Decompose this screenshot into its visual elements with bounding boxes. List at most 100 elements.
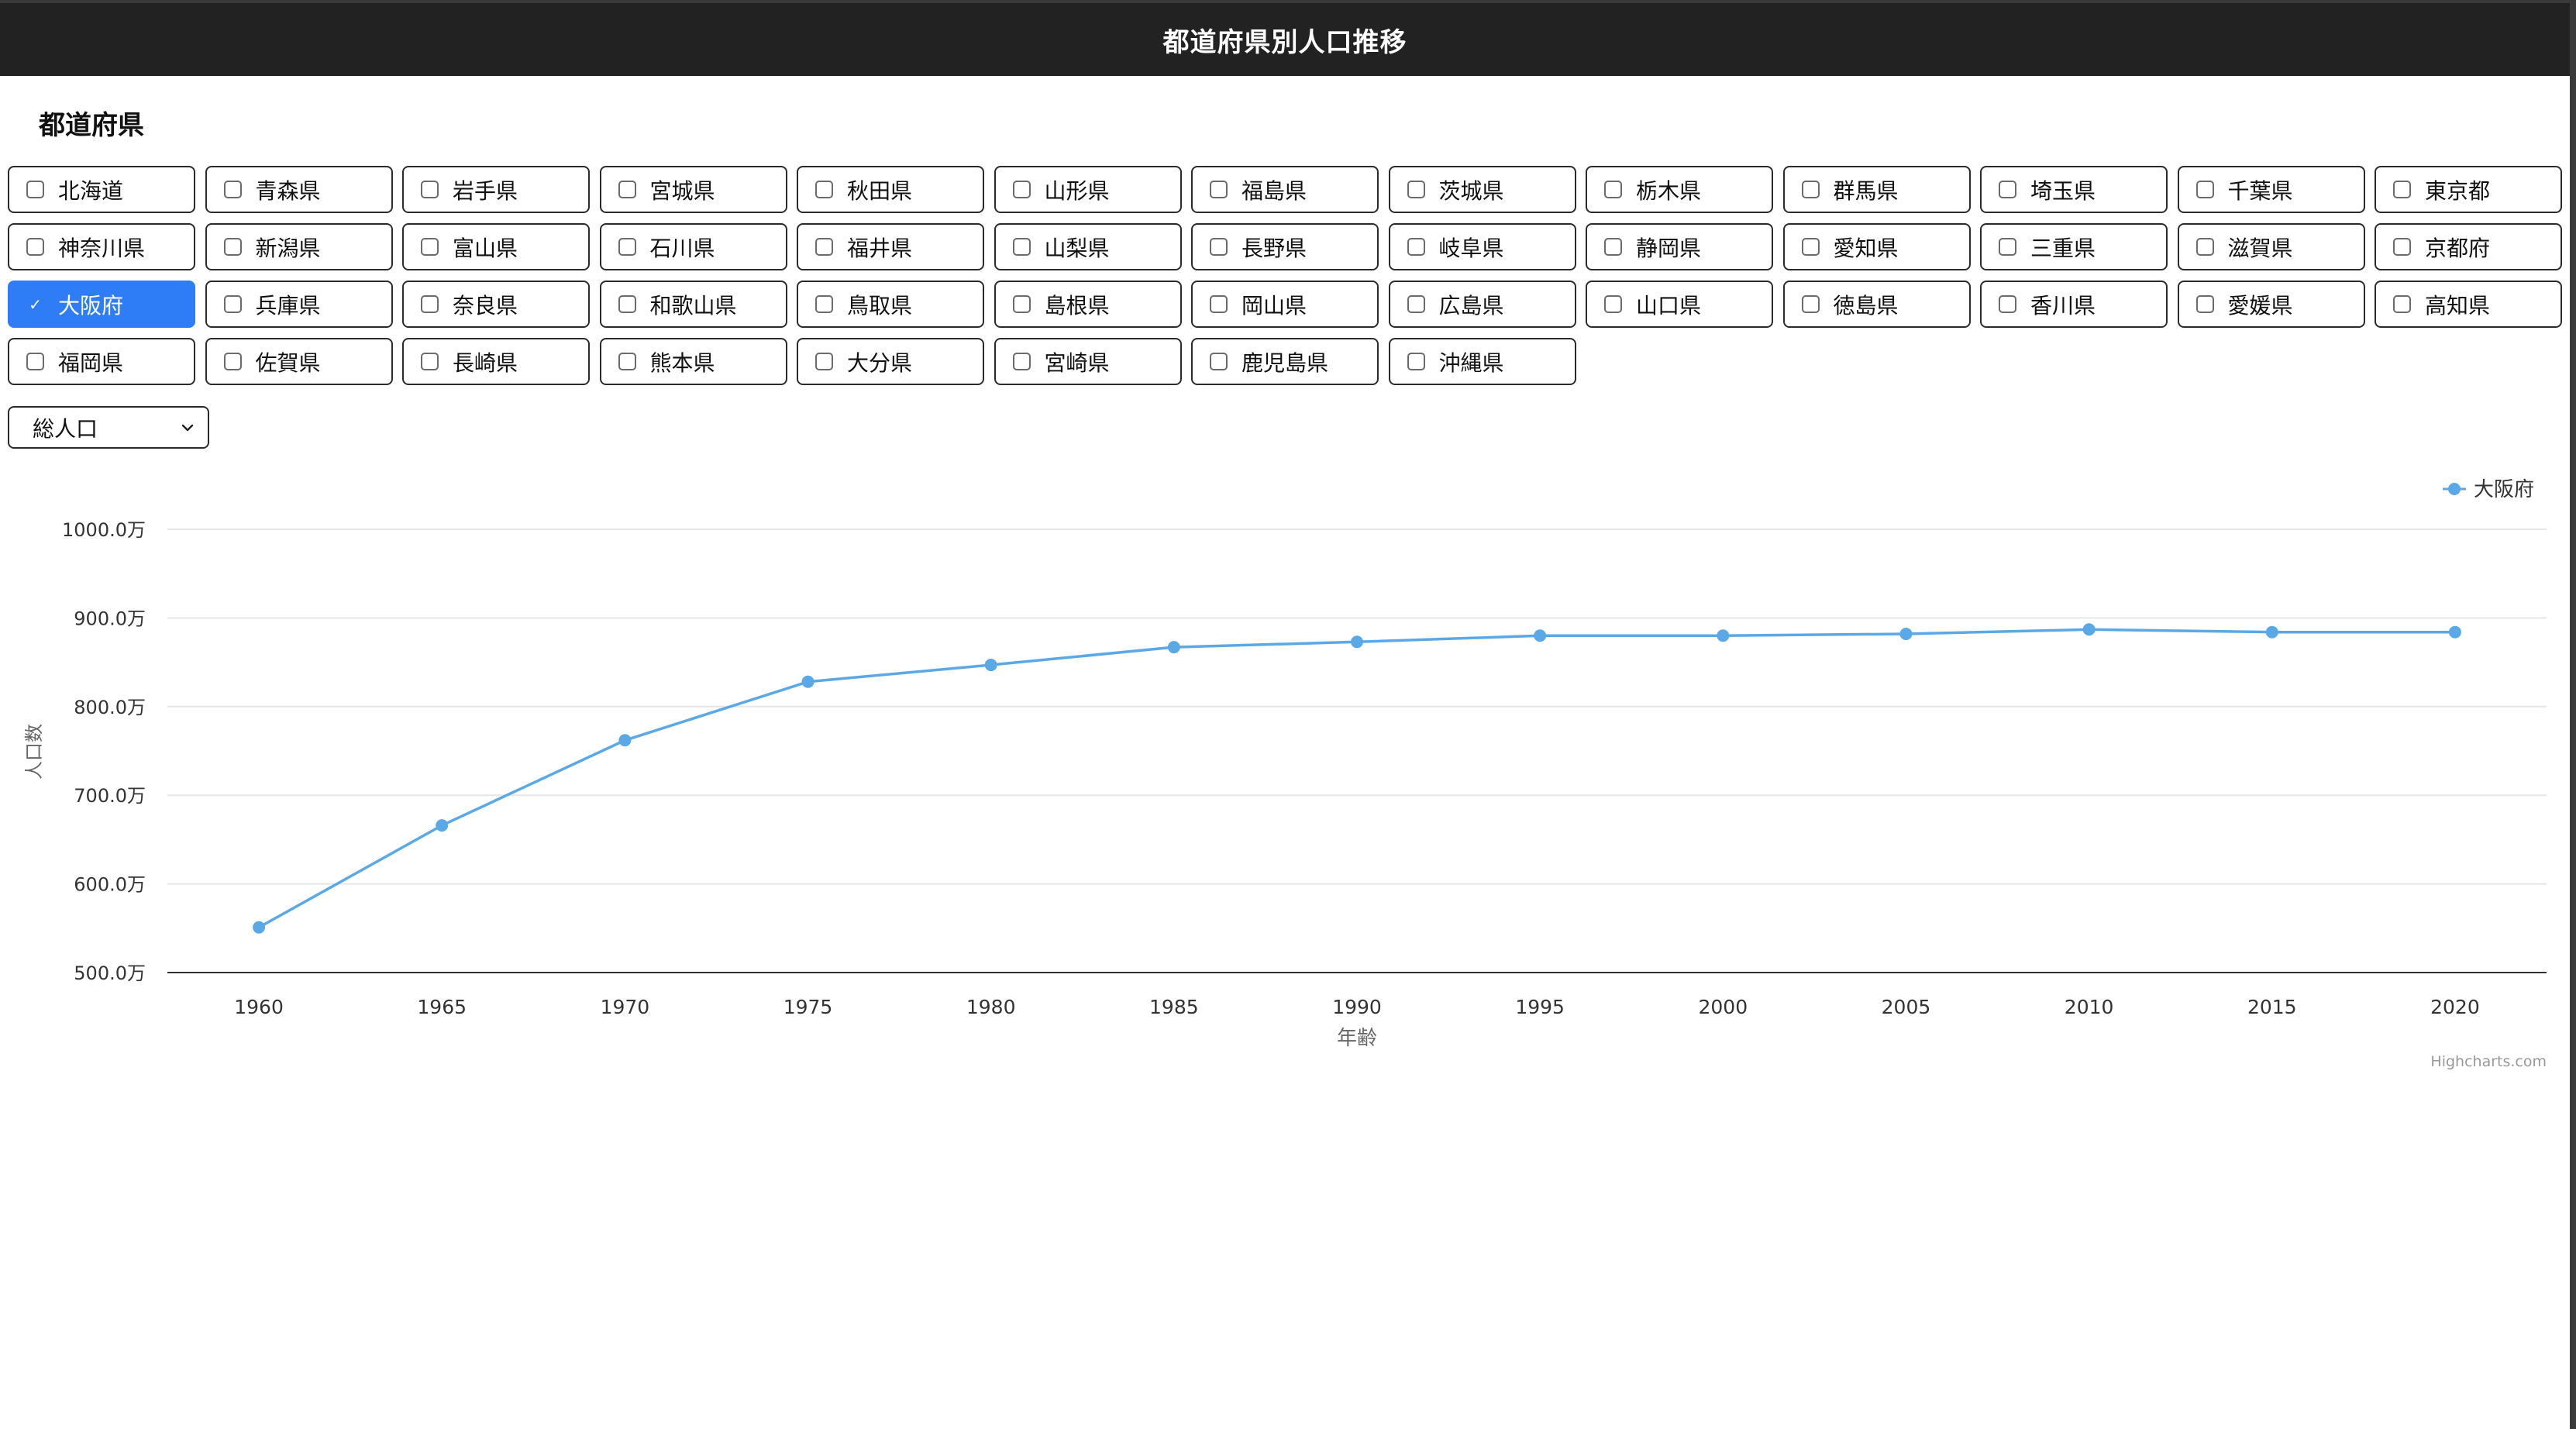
checkbox-box[interactable]	[1012, 353, 1031, 370]
checkbox-box[interactable]	[618, 353, 636, 370]
checkbox-box[interactable]	[223, 295, 242, 313]
checkbox-box[interactable]	[815, 181, 833, 198]
data-point[interactable]	[1351, 635, 1363, 649]
prefecture-checkbox-item[interactable]: 東京都	[2375, 166, 2562, 213]
data-point[interactable]	[618, 734, 632, 747]
prefecture-checkbox-item[interactable]: 愛媛県	[2177, 281, 2365, 328]
checkbox-box[interactable]	[1210, 295, 1228, 313]
data-point[interactable]	[801, 675, 814, 688]
prefecture-checkbox-item[interactable]: 神奈川県	[8, 223, 195, 270]
data-point[interactable]	[984, 659, 997, 672]
checkbox-box[interactable]	[26, 181, 44, 198]
prefecture-checkbox-item[interactable]: 北海道	[8, 166, 195, 213]
prefecture-checkbox-item[interactable]: 石川県	[599, 223, 787, 270]
prefecture-checkbox-item[interactable]: 岩手県	[402, 166, 590, 213]
checkbox-box[interactable]	[26, 353, 44, 370]
checkbox-box[interactable]	[1604, 238, 1622, 256]
checkbox-box[interactable]	[1407, 238, 1425, 256]
checkbox-box[interactable]	[1407, 353, 1425, 370]
prefecture-checkbox-item[interactable]: 佐賀県	[205, 338, 393, 385]
checkbox-box[interactable]	[1801, 181, 1820, 198]
chart-legend[interactable]: 大阪府	[2443, 478, 2534, 501]
prefecture-checkbox-item[interactable]: 大分県	[797, 338, 984, 385]
prefecture-checkbox-item[interactable]: 長野県	[1191, 223, 1379, 270]
data-point[interactable]	[2448, 625, 2461, 639]
prefecture-checkbox-item[interactable]: 鳥取県	[797, 281, 984, 328]
checkbox-box[interactable]	[815, 353, 833, 370]
checkbox-box[interactable]	[618, 238, 636, 256]
data-point[interactable]	[1167, 641, 1180, 654]
checkbox-box[interactable]	[2195, 238, 2214, 256]
prefecture-checkbox-item[interactable]: 徳島県	[1782, 281, 1971, 328]
prefecture-checkbox-item[interactable]: 滋賀県	[2177, 223, 2365, 270]
prefecture-checkbox-item[interactable]: 福井県	[797, 223, 984, 270]
prefecture-checkbox-item[interactable]: 岐阜県	[1388, 223, 1576, 270]
prefecture-checkbox-item[interactable]: 熊本県	[599, 338, 787, 385]
prefecture-checkbox-item[interactable]: 高知県	[2375, 281, 2562, 328]
checkbox-box[interactable]	[1801, 295, 1820, 313]
prefecture-checkbox-item[interactable]: 静岡県	[1586, 223, 1773, 270]
prefecture-checkbox-item[interactable]: 茨城県	[1388, 166, 1576, 213]
checkbox-box[interactable]	[618, 295, 636, 313]
prefecture-checkbox-item[interactable]: 山梨県	[994, 223, 1182, 270]
prefecture-checkbox-item[interactable]: 群馬県	[1782, 166, 1971, 213]
prefecture-checkbox-item[interactable]: 福島県	[1191, 166, 1379, 213]
checkbox-box[interactable]	[223, 181, 242, 198]
checkbox-box[interactable]	[421, 353, 439, 370]
data-point[interactable]	[2082, 623, 2096, 636]
data-point[interactable]	[436, 819, 449, 832]
prefecture-checkbox-item[interactable]: 山形県	[994, 166, 1182, 213]
checkbox-box[interactable]	[1210, 181, 1228, 198]
checkbox-box[interactable]	[26, 238, 44, 256]
prefecture-checkbox-item[interactable]: 和歌山県	[599, 281, 787, 328]
prefecture-checkbox-item[interactable]: 山口県	[1586, 281, 1773, 328]
prefecture-checkbox-item[interactable]: 栃木県	[1586, 166, 1773, 213]
checkbox-box[interactable]	[2393, 238, 2411, 256]
chart-credits-link[interactable]: Highcharts.com	[2430, 1053, 2547, 1070]
data-point[interactable]	[2265, 625, 2278, 639]
checkbox-box[interactable]	[1210, 238, 1228, 256]
checkbox-box[interactable]	[1604, 181, 1622, 198]
prefecture-checkbox-item[interactable]: 京都府	[2375, 223, 2562, 270]
checkbox-box[interactable]	[2393, 295, 2411, 313]
checkbox-box[interactable]	[2195, 295, 2214, 313]
prefecture-checkbox-item[interactable]: 新潟県	[205, 223, 393, 270]
prefecture-checkbox-item[interactable]: ✓ 大阪府	[8, 281, 195, 328]
data-point[interactable]	[1534, 629, 1547, 642]
checkbox-box[interactable]	[1999, 295, 2016, 313]
prefecture-checkbox-item[interactable]: 富山県	[402, 223, 590, 270]
checkbox-box[interactable]	[1012, 295, 1031, 313]
checkbox-box[interactable]	[2195, 181, 2214, 198]
checkbox-box[interactable]	[1801, 238, 1820, 256]
prefecture-checkbox-item[interactable]: 岡山県	[1191, 281, 1379, 328]
prefecture-checkbox-item[interactable]: 埼玉県	[1980, 166, 2168, 213]
data-point[interactable]	[1899, 627, 1913, 640]
checkbox-box[interactable]	[421, 295, 439, 313]
checkbox-box[interactable]	[1407, 181, 1425, 198]
prefecture-checkbox-item[interactable]: 香川県	[1980, 281, 2168, 328]
prefecture-checkbox-item[interactable]: 青森県	[205, 166, 393, 213]
prefecture-checkbox-item[interactable]: 秋田県	[797, 166, 984, 213]
checkbox-box[interactable]	[815, 295, 833, 313]
prefecture-checkbox-item[interactable]: 広島県	[1388, 281, 1576, 328]
checkbox-box[interactable]	[421, 181, 439, 198]
prefecture-checkbox-item[interactable]: 福岡県	[8, 338, 195, 385]
checkbox-box[interactable]	[815, 238, 833, 256]
population-type-select[interactable]: 総人口	[8, 406, 209, 449]
checkbox-box[interactable]	[223, 238, 242, 256]
checkbox-box[interactable]	[618, 181, 636, 198]
checkbox-box[interactable]	[1999, 181, 2016, 198]
data-point[interactable]	[1717, 629, 1730, 642]
prefecture-checkbox-item[interactable]: 兵庫県	[205, 281, 393, 328]
check-icon[interactable]: ✓	[29, 294, 42, 314]
checkbox-box[interactable]	[1407, 295, 1425, 313]
checkbox-box[interactable]	[421, 238, 439, 256]
checkbox-box[interactable]	[1012, 181, 1031, 198]
prefecture-checkbox-item[interactable]: 三重県	[1980, 223, 2168, 270]
checkbox-box[interactable]	[1999, 238, 2016, 256]
prefecture-checkbox-item[interactable]: 長崎県	[402, 338, 590, 385]
checkbox-box[interactable]	[1210, 353, 1228, 370]
checkbox-box[interactable]	[223, 353, 242, 370]
checkbox-box[interactable]	[2393, 181, 2411, 198]
prefecture-checkbox-item[interactable]: 宮城県	[599, 166, 787, 213]
